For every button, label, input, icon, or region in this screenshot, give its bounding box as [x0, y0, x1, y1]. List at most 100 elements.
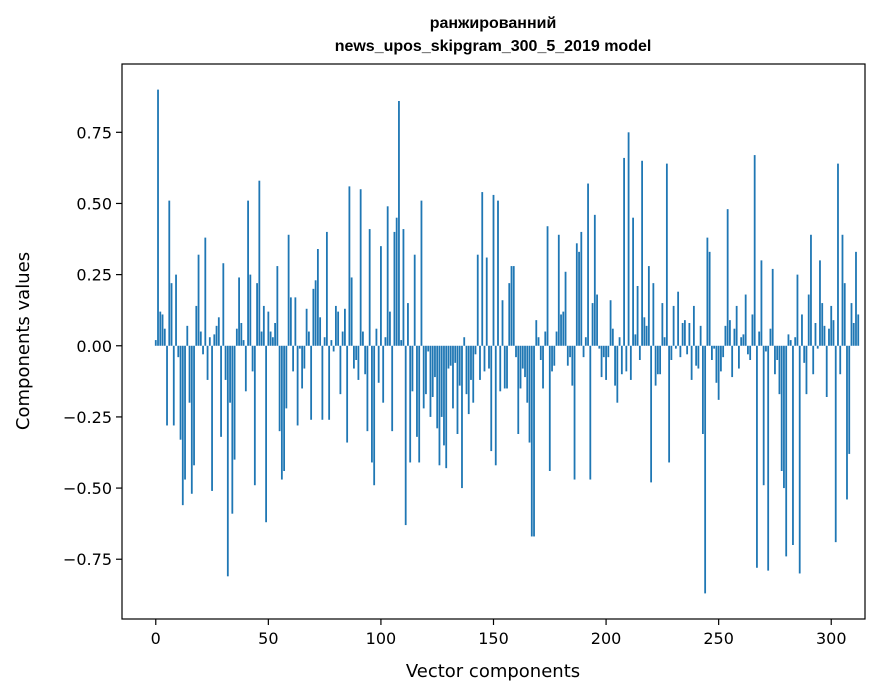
- bar: [307, 331, 310, 346]
- bar: [443, 345, 445, 446]
- bar: [814, 323, 817, 346]
- bar: [690, 345, 693, 380]
- bar: [548, 345, 551, 471]
- bar: [400, 340, 403, 346]
- bar: [382, 345, 385, 403]
- bar: [650, 345, 653, 483]
- bar: [202, 345, 204, 355]
- bar: [623, 157, 625, 346]
- bar: [701, 345, 704, 434]
- bar: [350, 277, 353, 346]
- bar: [274, 323, 276, 346]
- bar: [458, 345, 461, 386]
- bar: [663, 337, 666, 346]
- bar: [787, 334, 790, 346]
- bar: [566, 345, 569, 366]
- bar: [803, 345, 806, 363]
- bar: [589, 345, 592, 480]
- bar: [821, 303, 824, 346]
- bar: [213, 334, 216, 346]
- bar: [305, 308, 308, 346]
- bar: [843, 283, 846, 346]
- bar: [186, 325, 189, 346]
- bar: [357, 345, 360, 380]
- bar: [510, 266, 513, 346]
- bar: [807, 294, 810, 346]
- bar: [190, 345, 193, 494]
- bar: [422, 345, 425, 409]
- bar: [618, 337, 621, 346]
- bar: [636, 286, 639, 346]
- bar: [325, 231, 328, 346]
- bar: [616, 345, 619, 403]
- bar: [249, 274, 252, 346]
- bar: [260, 331, 263, 346]
- bar: [837, 163, 839, 346]
- bar: [470, 345, 472, 380]
- bar: [632, 217, 634, 346]
- bar: [485, 257, 488, 346]
- bar: [751, 314, 754, 346]
- bar: [310, 345, 313, 420]
- bar: [735, 305, 738, 346]
- bar: [526, 345, 529, 403]
- bar: [294, 297, 297, 346]
- bar: [706, 237, 709, 346]
- bar: [841, 234, 844, 346]
- bar: [569, 345, 571, 358]
- y-axis-ticks: −0.75 −0.50 −0.25 0.00 0.25 0.50 0.75: [63, 123, 122, 569]
- chart-title-line2: news_upos_skipgram_300_5_2019 model: [335, 38, 652, 55]
- bar: [157, 89, 159, 346]
- bar: [850, 303, 853, 346]
- bar: [429, 345, 432, 417]
- bar: [337, 311, 340, 346]
- x-tick-label: 200: [591, 629, 622, 648]
- bar: [447, 345, 450, 369]
- bar: [794, 337, 797, 346]
- bar: [517, 345, 520, 434]
- bar: [796, 274, 799, 346]
- bar: [395, 217, 398, 346]
- bar: [726, 209, 729, 346]
- bar: [251, 345, 254, 372]
- bar: [328, 345, 331, 420]
- bar: [697, 345, 700, 369]
- bar: [659, 345, 662, 375]
- y-tick-label: 0.50: [76, 194, 112, 213]
- bar: [641, 160, 643, 346]
- bar: [749, 345, 752, 360]
- y-axis-label: Components values: [13, 252, 34, 430]
- bar: [262, 305, 265, 346]
- bar: [386, 206, 389, 346]
- bar: [580, 231, 583, 346]
- bar: [852, 323, 855, 346]
- bar: [668, 345, 671, 463]
- bar: [677, 291, 680, 346]
- bar: [553, 345, 556, 366]
- bar: [461, 345, 463, 489]
- bar: [463, 337, 466, 346]
- bar: [280, 345, 283, 480]
- bar: [740, 337, 743, 346]
- bar: [555, 331, 558, 346]
- bar: [208, 337, 211, 346]
- bar: [177, 345, 180, 358]
- bar: [472, 345, 475, 403]
- bar: [771, 268, 774, 346]
- bar: [593, 214, 596, 346]
- bar: [452, 345, 454, 409]
- bar: [181, 345, 184, 506]
- bar: [508, 283, 511, 346]
- bar: [170, 283, 173, 346]
- bar: [839, 345, 842, 375]
- x-tick-label: 100: [366, 629, 397, 648]
- bar: [515, 345, 517, 358]
- bar: [409, 345, 412, 463]
- y-tick-label: −0.50: [63, 479, 112, 498]
- bar: [499, 345, 502, 392]
- bar: [492, 194, 495, 346]
- bar: [371, 345, 373, 463]
- bar: [188, 345, 191, 403]
- bar: [278, 345, 281, 432]
- bar: [332, 345, 335, 352]
